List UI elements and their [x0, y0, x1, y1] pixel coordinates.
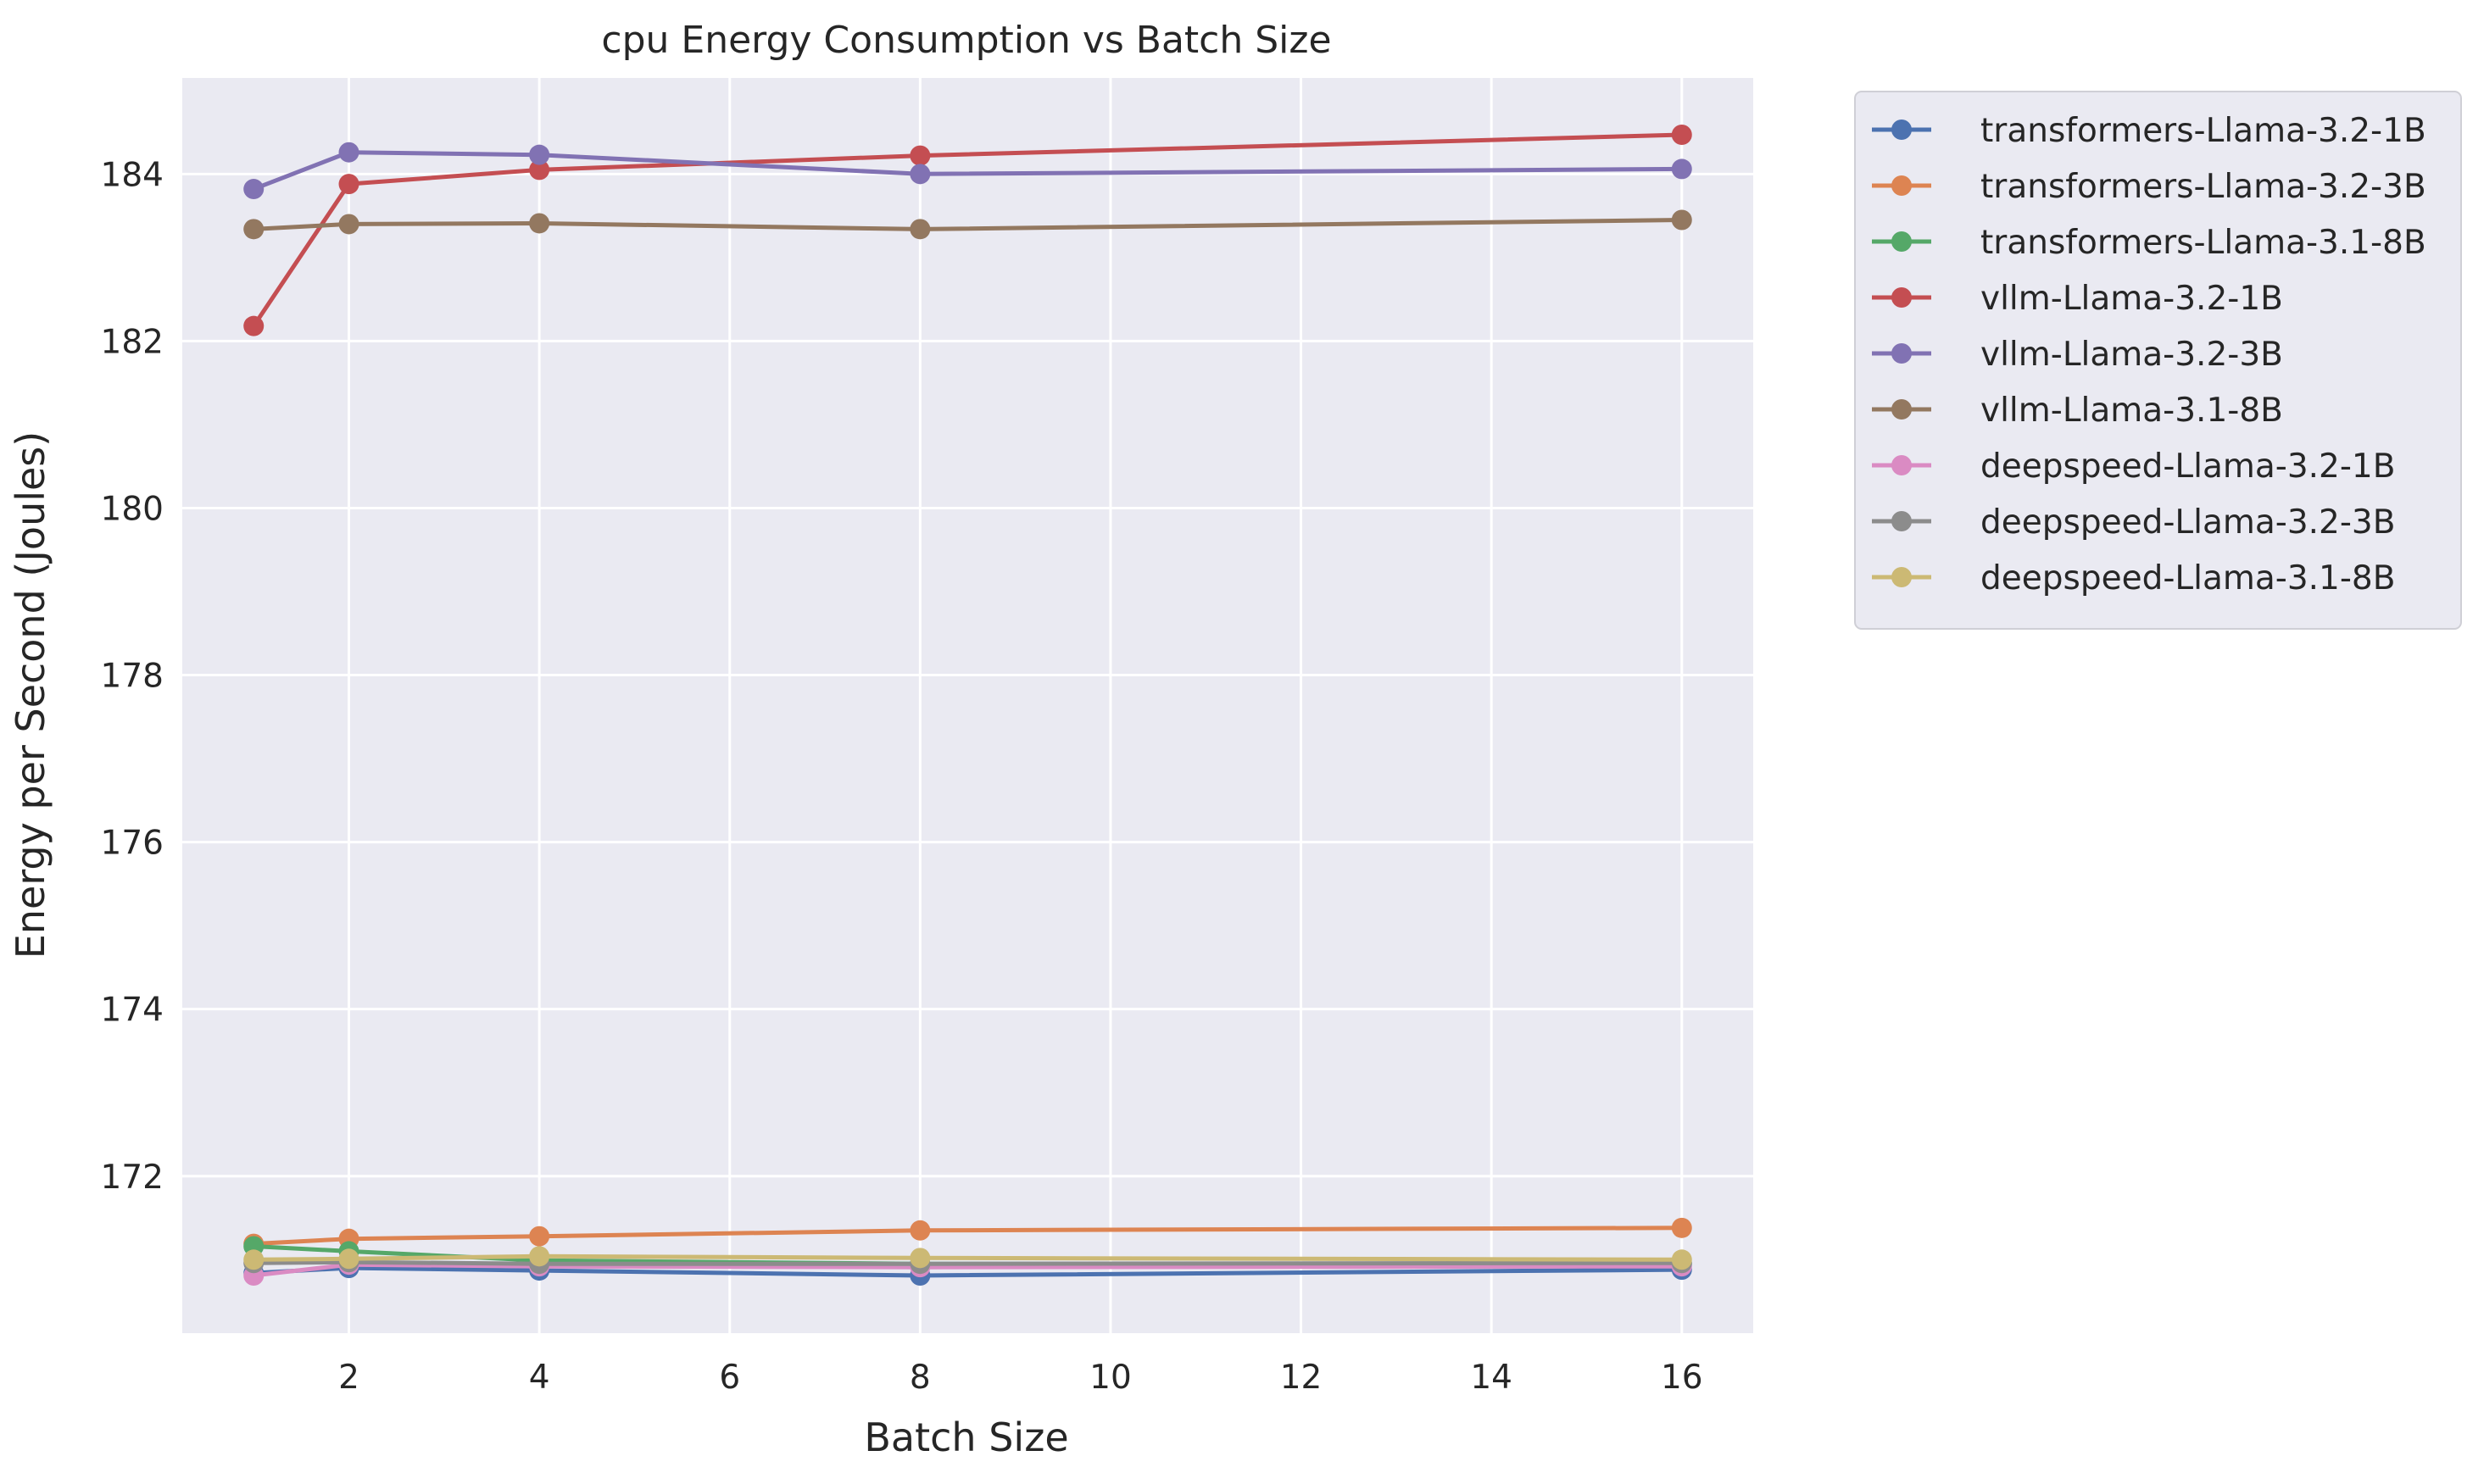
legend-label: transformers-Llama-3.1-8B [1980, 224, 2426, 262]
x-axis-label: Batch Size [864, 1415, 1068, 1460]
legend-label: deepspeed-Llama-3.2-1B [1980, 447, 2395, 486]
legend-item: vllm-Llama-3.1-8B [1872, 392, 2283, 430]
legend-item: deepspeed-Llama-3.2-1B [1872, 447, 2395, 486]
data-point [243, 315, 265, 336]
series-vllm-Llama-3.2-1B [243, 125, 1692, 336]
legend-marker [1891, 175, 1912, 196]
legend-label: deepspeed-Llama-3.1-8B [1980, 559, 2395, 597]
data-point [1671, 1249, 1692, 1270]
data-point [338, 174, 359, 195]
data-point [910, 145, 931, 166]
y-tick-label: 176 [101, 825, 164, 863]
data-point [243, 179, 265, 200]
legend-item: transformers-Llama-3.2-1B [1872, 112, 2426, 150]
x-tick-label: 12 [1280, 1359, 1323, 1397]
x-tick-label: 16 [1661, 1359, 1703, 1397]
data-point [910, 1248, 931, 1269]
series-line [253, 1259, 1682, 1266]
y-tick-label: 180 [101, 490, 164, 528]
legend-marker [1891, 287, 1912, 308]
y-axis-ticks: 172 174 176 178 180 182 184 [101, 156, 164, 1196]
data-point [910, 164, 931, 185]
x-tick-label: 14 [1470, 1359, 1512, 1397]
data-point [1671, 209, 1692, 231]
series-layer [243, 125, 1692, 1287]
data-point [529, 213, 550, 234]
x-tick-label: 2 [338, 1359, 359, 1397]
legend-marker [1891, 231, 1912, 252]
data-point [529, 1246, 550, 1267]
data-point [243, 1249, 265, 1270]
legend-item: vllm-Llama-3.2-3B [1872, 336, 2283, 374]
series-vllm-Llama-3.2-3B [243, 142, 1692, 200]
legend: transformers-Llama-3.2-1B transformers-Ll… [1854, 91, 2462, 630]
legend-label: deepspeed-Llama-3.2-3B [1980, 503, 2395, 542]
legend-item: deepspeed-Llama-3.2-3B [1872, 503, 2395, 542]
legend-marker [1891, 567, 1912, 587]
data-point [529, 1226, 550, 1247]
x-tick-label: 8 [910, 1359, 931, 1397]
legend-marker [1891, 455, 1912, 475]
data-point [1671, 1217, 1692, 1238]
x-axis-ticks: 2 4 6 8 10 12 14 16 [338, 1359, 1702, 1397]
legend-label: vllm-Llama-3.1-8B [1980, 392, 2283, 430]
legend-label: vllm-Llama-3.2-1B [1980, 280, 2283, 318]
x-tick-label: 6 [719, 1359, 740, 1397]
legend-item: vllm-Llama-3.2-1B [1872, 280, 2283, 318]
plot-area [182, 78, 1753, 1333]
legend-item: transformers-Llama-3.2-3B [1872, 168, 2426, 206]
legend-label: transformers-Llama-3.2-1B [1980, 112, 2426, 150]
x-tick-label: 4 [529, 1359, 550, 1397]
legend-marker [1891, 343, 1912, 364]
data-point [910, 1220, 931, 1241]
legend-label: transformers-Llama-3.2-3B [1980, 168, 2426, 206]
series-deepspeed-Llama-3.1-8B [243, 1246, 1692, 1270]
legend-item: transformers-Llama-3.1-8B [1872, 224, 2426, 262]
legend-marker [1891, 399, 1912, 420]
data-point [338, 142, 359, 163]
data-point [1671, 158, 1692, 180]
y-axis-label: Energy per Second (Joules) [8, 431, 53, 959]
data-point [338, 1248, 359, 1270]
y-tick-label: 182 [101, 323, 164, 361]
data-point [529, 159, 550, 181]
legend-label: vllm-Llama-3.2-3B [1980, 336, 2283, 374]
data-point [1671, 125, 1692, 146]
legend-marker [1891, 511, 1912, 531]
legend-item: deepspeed-Llama-3.1-8B [1872, 559, 2395, 597]
data-point [243, 219, 265, 240]
y-tick-label: 178 [101, 658, 164, 696]
x-tick-label: 10 [1089, 1359, 1132, 1397]
y-tick-label: 172 [101, 1159, 164, 1197]
legend-marker [1891, 119, 1912, 140]
data-point [910, 219, 931, 240]
data-point [529, 144, 550, 165]
data-point [338, 214, 359, 235]
legend-box [1854, 91, 2462, 630]
y-tick-label: 184 [101, 156, 164, 194]
y-tick-label: 174 [101, 992, 164, 1030]
chart-title: cpu Energy Consumption vs Batch Size [601, 19, 1331, 62]
series-vllm-Llama-3.1-8B [243, 209, 1692, 240]
